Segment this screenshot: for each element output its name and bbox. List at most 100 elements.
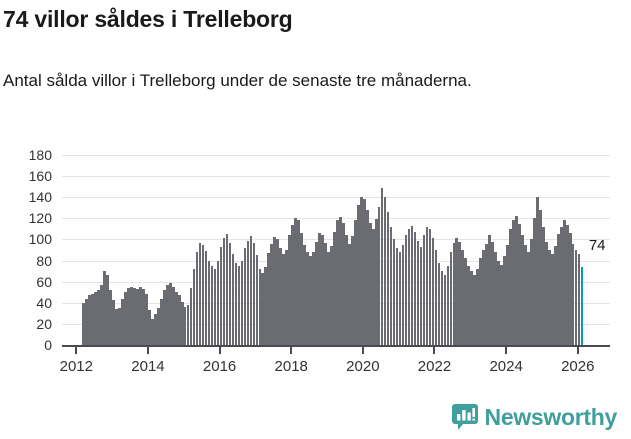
bar	[291, 224, 294, 345]
bar	[422, 235, 426, 345]
gridline	[62, 302, 610, 304]
bar	[324, 242, 327, 345]
bar	[252, 242, 256, 345]
bar	[437, 262, 441, 345]
bar	[440, 271, 444, 345]
bar	[425, 226, 429, 345]
bar	[551, 254, 554, 345]
bar	[243, 247, 247, 345]
bar	[348, 243, 351, 345]
y-axis-tick-label: 0	[44, 337, 52, 353]
bar	[306, 252, 309, 345]
bar	[491, 241, 494, 345]
bar	[386, 212, 390, 345]
bar	[428, 228, 432, 345]
bar	[216, 260, 220, 345]
bar	[446, 265, 450, 345]
bar	[333, 232, 336, 345]
bar	[168, 282, 172, 345]
bar	[118, 308, 121, 345]
bar	[533, 218, 536, 345]
bar	[267, 253, 271, 345]
bar	[368, 222, 372, 345]
bar	[240, 260, 244, 345]
highlight-value-label: 74	[588, 236, 606, 254]
y-axis-tick-label: 20	[36, 315, 52, 332]
y-axis-tick-label: 40	[36, 294, 52, 311]
bar	[109, 290, 112, 345]
bar	[500, 264, 503, 345]
bar	[449, 252, 453, 345]
bar	[398, 252, 402, 345]
x-axis-tick	[218, 347, 221, 354]
bar	[413, 232, 417, 345]
bar	[452, 242, 456, 345]
bar	[339, 217, 342, 345]
bar	[395, 247, 399, 345]
bar	[177, 295, 181, 345]
x-axis-tick-label: 2020	[346, 358, 380, 375]
x-axis-tick	[505, 347, 508, 354]
bar	[342, 222, 345, 345]
bar	[171, 286, 175, 345]
bar	[488, 235, 491, 345]
bar	[145, 294, 148, 345]
bar	[336, 220, 339, 345]
bar	[536, 197, 539, 345]
bar	[518, 223, 521, 345]
bar	[121, 298, 124, 345]
x-axis-line	[62, 345, 610, 347]
y-axis-tick-label: 160	[28, 168, 52, 185]
x-axis-tick-label: 2026	[561, 358, 595, 375]
bar	[246, 240, 250, 345]
bar	[258, 269, 262, 345]
bar	[389, 226, 393, 345]
bar	[213, 269, 217, 345]
bar	[568, 233, 572, 345]
bar	[419, 246, 423, 345]
bar	[574, 250, 578, 345]
y-axis-tick-label: 180	[28, 147, 52, 163]
bar	[374, 219, 378, 345]
bar	[294, 218, 297, 345]
bar	[85, 298, 88, 345]
bar	[321, 235, 324, 345]
bar	[315, 241, 318, 345]
bar	[151, 318, 154, 345]
bar	[482, 250, 485, 345]
bar	[392, 239, 396, 345]
gridline	[62, 155, 610, 156]
bar	[270, 243, 274, 345]
bar	[282, 254, 285, 345]
bar	[476, 269, 479, 345]
bar	[133, 288, 136, 345]
bar	[189, 288, 193, 345]
bar	[234, 262, 238, 345]
bar	[327, 252, 330, 345]
newsworthy-logo[interactable]: Newsworthy	[451, 404, 617, 431]
bar	[264, 266, 268, 345]
bar	[401, 244, 405, 345]
bar	[359, 197, 363, 345]
bar	[524, 244, 527, 345]
bar	[112, 299, 115, 345]
bar	[115, 309, 118, 345]
bar	[539, 209, 542, 345]
page-title: 74 villor såldes i Trelleborg	[3, 6, 293, 32]
x-axis-tick-label: 2016	[202, 358, 237, 375]
bar	[201, 244, 205, 345]
bar	[443, 275, 447, 345]
bar	[371, 228, 375, 345]
x-axis-tick-label: 2012	[59, 358, 93, 375]
bar	[416, 240, 420, 345]
y-axis-tick-label: 140	[28, 189, 52, 206]
x-axis-tick	[75, 347, 78, 354]
bar	[461, 250, 465, 345]
bar	[527, 252, 530, 345]
bar	[464, 258, 468, 345]
bar	[198, 242, 202, 345]
gridline	[62, 197, 610, 199]
x-axis-tick-label: 2018	[274, 358, 308, 375]
bar	[357, 204, 360, 345]
